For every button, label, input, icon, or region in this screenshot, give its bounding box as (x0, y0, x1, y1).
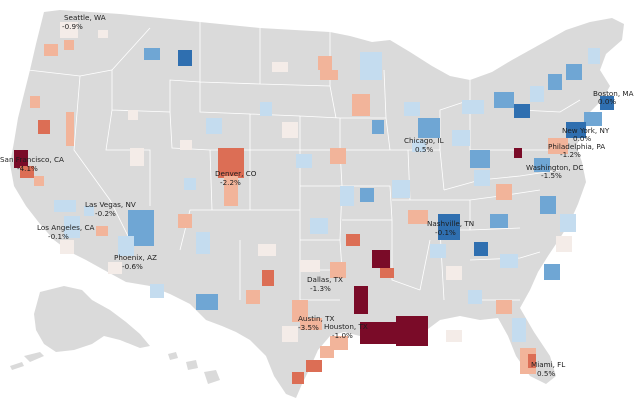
city-value-seattle: -0.9% (62, 22, 83, 31)
city-value-washington: -1.5% (541, 171, 562, 180)
city-label-houston: Houston, TX (324, 322, 368, 331)
city-label-chicago: Chicago, IL (404, 136, 444, 145)
alaska-islands (10, 352, 44, 370)
city-value-san-francisco: -4.1% (17, 164, 38, 173)
city-label-phoenix: Phoenix, AZ (114, 253, 157, 262)
city-value-houston: -1.0% (332, 331, 353, 340)
city-label-las-vegas: Las Vegas, NV (85, 200, 136, 209)
city-label-miami: Miami, FL (531, 360, 565, 369)
city-label-austin: Austin, TX (298, 314, 335, 323)
city-value-chicago: 0.5% (415, 145, 433, 154)
city-label-new-york: New York, NY (562, 126, 610, 135)
metro-patches (14, 22, 614, 384)
city-label-philadelphia: Philadelphia, PA (548, 142, 605, 151)
city-label-los-angeles: Los Angeles, CA (37, 223, 95, 232)
city-label-dallas: Dallas, TX (307, 275, 343, 284)
city-label-san-francisco: San Francisco, CA (0, 155, 64, 164)
city-value-los-angeles: -0.1% (48, 232, 69, 241)
city-label-nashville: Nashville, TN (427, 219, 474, 228)
city-label-washington: Washington, DC (526, 163, 583, 172)
hawaii-islands (168, 352, 220, 384)
city-value-phoenix: -0.6% (122, 262, 143, 271)
city-label-boston: Boston, MA (593, 89, 634, 98)
city-label-seattle: Seattle, WA (64, 13, 106, 22)
city-value-denver: -2.2% (220, 178, 241, 187)
city-value-las-vegas: -0.2% (95, 209, 116, 218)
city-label-denver: Denver, CO (215, 169, 257, 178)
city-value-boston: 0.0% (598, 97, 616, 106)
city-labels: Seattle, WA -0.9% Boston, MA 0.0% New Yo… (0, 13, 634, 378)
alaska-landmass (34, 286, 150, 352)
city-value-nashville: -0.1% (435, 228, 456, 237)
city-value-philadelphia: -1.2% (560, 150, 581, 159)
city-value-dallas: -1.3% (310, 284, 331, 293)
city-value-austin: -3.5% (298, 323, 319, 332)
city-value-new-york: 0.0% (573, 134, 591, 143)
city-value-miami: 0.5% (537, 369, 555, 378)
